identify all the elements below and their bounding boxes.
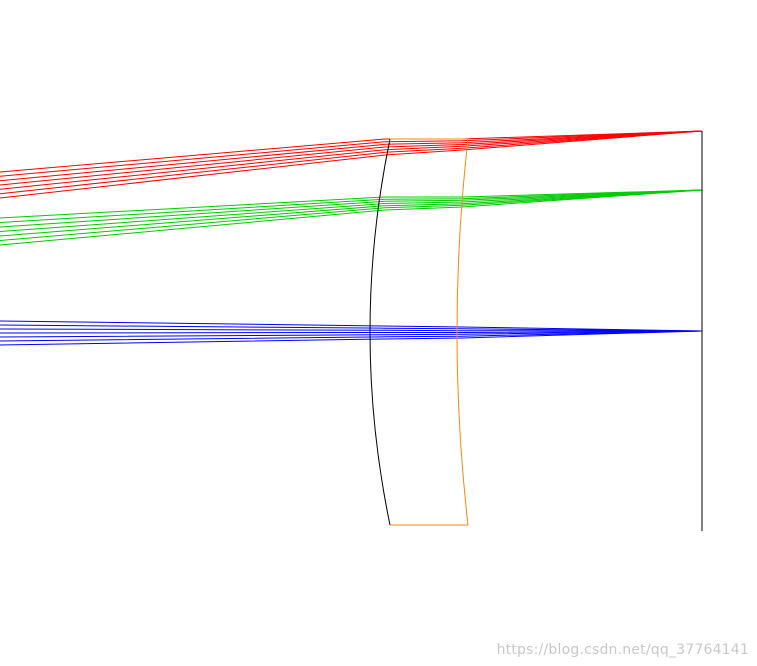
ray-on-axis-1 [0,320,703,332]
ray-full-field-7 [0,130,703,199]
ray-on-axis-4 [0,330,703,334]
ray-full-field-2 [0,130,703,177]
ray-full-field-3 [0,130,703,182]
ray-full-field-6 [0,130,703,195]
ray-mid-field-4 [0,189,703,232]
ray-mid-field-5 [0,189,703,237]
ray-on-axis-7 [0,330,703,346]
ray-mid-field-3 [0,189,703,228]
ray-on-axis-5 [0,330,703,338]
ray-full-field-4 [0,130,703,186]
ray-full-field-5 [0,130,703,190]
ray-on-axis-2 [0,324,703,332]
ray-mid-field-6 [0,189,703,241]
ray-on-axis-3 [0,328,703,332]
ray-mid-field-7 [0,189,703,246]
lens-front-surface [369,138,391,526]
ray-on-axis-6 [0,330,703,342]
lens-back-surface [456,138,469,526]
ray-mid-field-1 [0,189,703,219]
ray-bundles [0,130,703,346]
watermark-text: https://blog.csdn.net/qq_37764141 [496,642,749,658]
ray-mid-field-2 [0,189,703,223]
